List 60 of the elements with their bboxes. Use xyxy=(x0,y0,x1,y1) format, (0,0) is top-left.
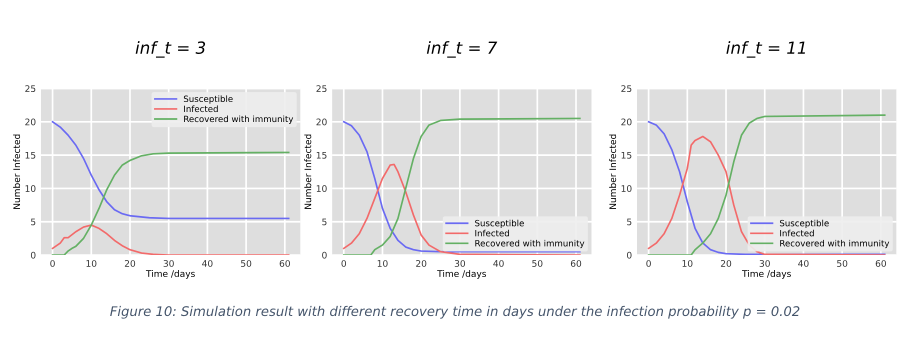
chart-title: inf_t = 3 xyxy=(136,41,206,58)
x-axis-title: Time /days xyxy=(146,270,195,279)
y-tick-label: 15 xyxy=(622,152,632,159)
x-tick-label: 50 xyxy=(532,260,542,267)
y-tick-label: 5 xyxy=(322,218,326,226)
x-tick-label: 50 xyxy=(837,260,848,267)
y-tick-label: 25 xyxy=(25,85,36,92)
y-tick-label: 25 xyxy=(316,85,326,92)
y-tick-label: 10 xyxy=(316,185,327,192)
chart-title: inf_t = 11 xyxy=(726,41,805,58)
x-tick-label: 40 xyxy=(798,260,809,267)
legend-label: Infected xyxy=(184,105,218,112)
line-series xyxy=(52,152,290,256)
y-tick-label: 20 xyxy=(621,118,632,126)
legend-label: Infected xyxy=(780,230,814,236)
legend-label: Susceptible xyxy=(184,95,233,104)
x-tick-label: 0 xyxy=(646,260,651,267)
x-tick-label: 30 xyxy=(164,260,174,267)
x-axis-title: Time /days xyxy=(437,270,486,279)
legend-label: Recovered with immunity xyxy=(475,240,584,248)
y-tick-label: 5 xyxy=(627,218,632,226)
y-axis-title: Number Infected xyxy=(304,134,312,209)
x-tick-label: 20 xyxy=(416,260,426,267)
x-tick-label: 0 xyxy=(341,260,346,267)
y-tick-label: 0 xyxy=(30,252,36,259)
legend-label: Recovered with immunity xyxy=(780,240,890,248)
legend-label: Infected xyxy=(475,230,509,236)
y-tick-label: 20 xyxy=(25,118,36,126)
y-tick-label: 20 xyxy=(316,118,327,126)
y-tick-label: 10 xyxy=(622,185,632,192)
x-tick-label: 40 xyxy=(493,260,504,267)
y-tick-label: 15 xyxy=(316,152,326,159)
x-tick-label: 0 xyxy=(50,260,55,267)
x-tick-label: 60 xyxy=(280,260,290,267)
x-tick-label: 20 xyxy=(720,260,732,267)
x-tick-label: 60 xyxy=(876,260,886,267)
x-tick-label: 20 xyxy=(124,260,136,267)
x-tick-label: 50 xyxy=(241,260,252,267)
y-axis-title: Number Infected xyxy=(609,134,616,209)
x-tick-label: 30 xyxy=(760,260,770,267)
x-tick-label: 40 xyxy=(202,260,213,267)
y-tick-label: 0 xyxy=(322,252,327,259)
x-tick-label: 10 xyxy=(86,260,96,267)
y-axis-title: Number Infected xyxy=(13,134,20,209)
y-tick-label: 25 xyxy=(621,85,632,92)
y-tick-label: 0 xyxy=(626,252,632,259)
x-tick-label: 30 xyxy=(454,260,466,267)
legend-label: Recovered with immunity xyxy=(184,115,294,124)
x-tick-label: 60 xyxy=(570,260,582,267)
x-tick-label: 10 xyxy=(682,260,692,267)
y-tick-label: 15 xyxy=(26,152,36,159)
legend-label: Susceptible xyxy=(475,220,524,228)
caption: Figure 10: Simulation result with different recovery time in days under the infection probability p = 0.02 xyxy=(110,306,800,319)
chart-title: inf_t = 7 xyxy=(426,41,498,58)
legend-label: Susceptible xyxy=(780,220,829,228)
x-tick-label: 10 xyxy=(378,260,388,267)
y-tick-label: 10 xyxy=(26,185,36,192)
line-series xyxy=(52,224,290,256)
x-axis-title: Time /days xyxy=(742,270,791,279)
y-tick-label: 5 xyxy=(31,218,36,226)
